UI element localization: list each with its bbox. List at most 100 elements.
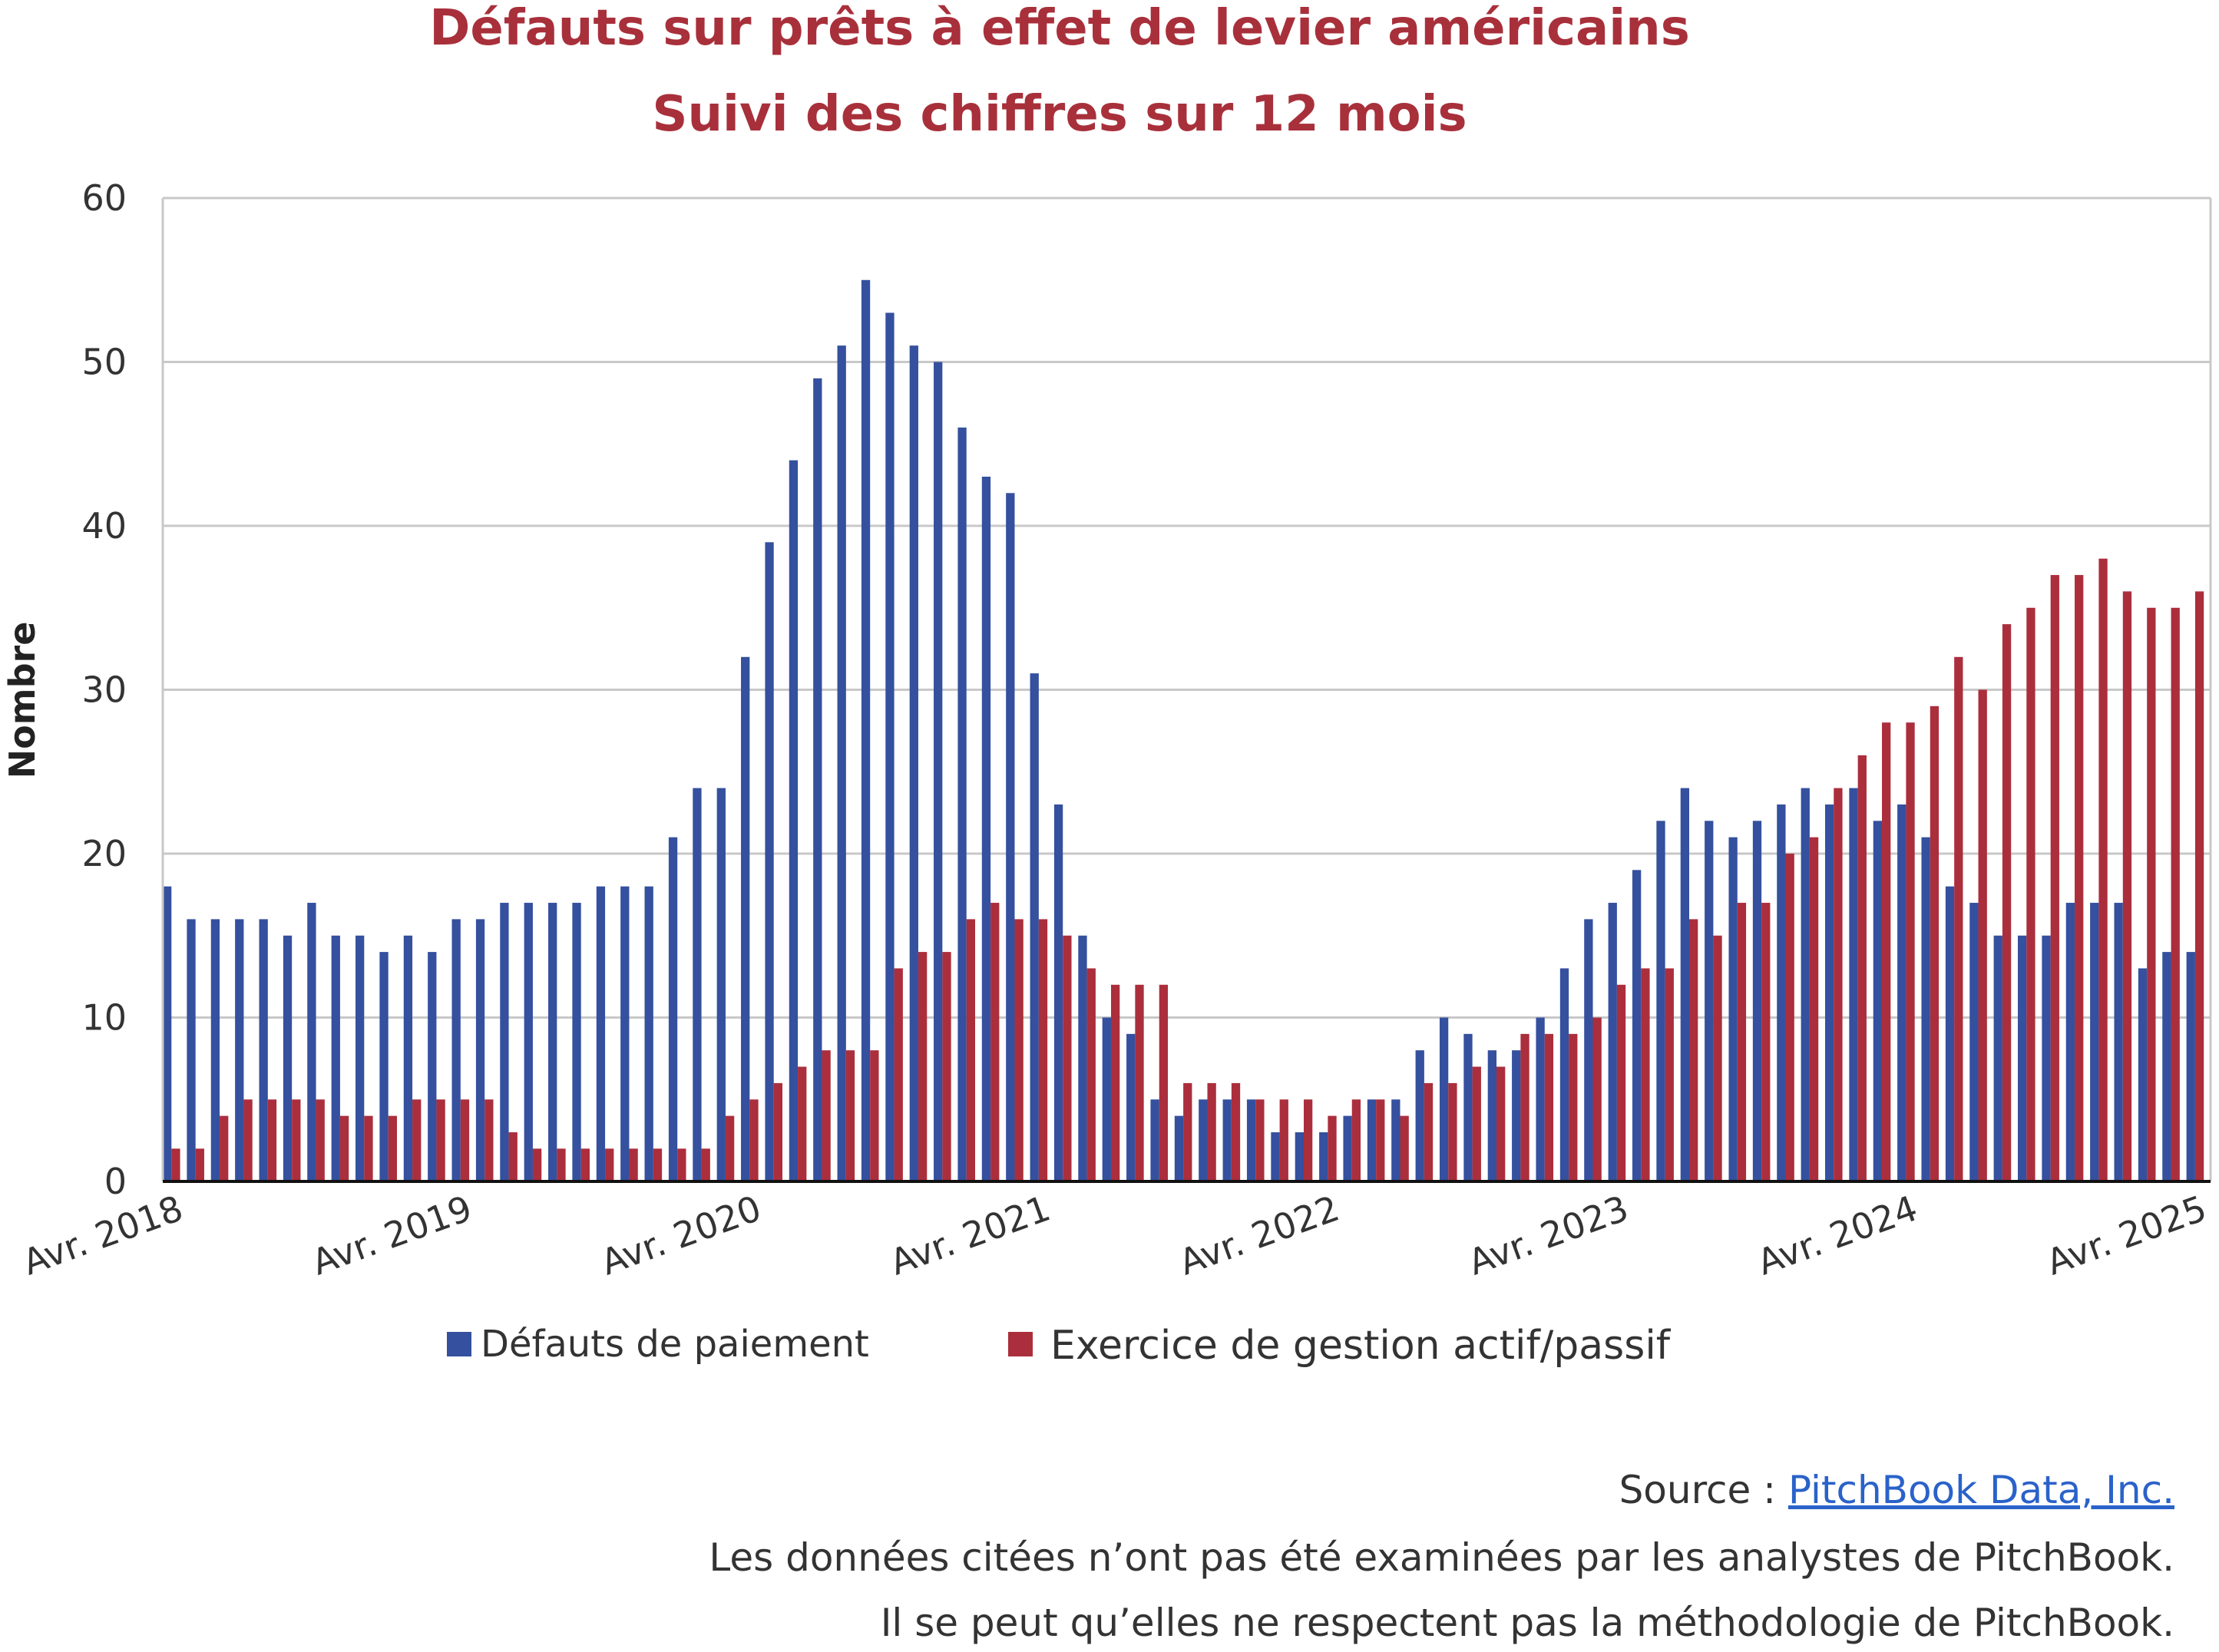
bar-defaults bbox=[837, 345, 846, 1181]
bar-lme bbox=[1255, 1099, 1265, 1181]
bar-lme bbox=[990, 903, 1000, 1181]
bar-defaults bbox=[1078, 935, 1087, 1181]
bar-defaults bbox=[1824, 804, 1834, 1181]
x-tick-label: Avr. 2023 bbox=[1463, 1188, 1633, 1284]
bar-defaults bbox=[1343, 1115, 1352, 1181]
bar-defaults bbox=[1728, 837, 1738, 1181]
bar-defaults bbox=[2114, 903, 2123, 1181]
bar-defaults bbox=[1174, 1115, 1184, 1181]
bar-defaults bbox=[934, 362, 943, 1181]
bar-defaults bbox=[885, 312, 895, 1182]
bar-defaults bbox=[572, 903, 581, 1181]
bar-lme bbox=[1110, 984, 1120, 1181]
x-tick-label: Avr. 2021 bbox=[885, 1188, 1055, 1284]
chart-title: Défauts sur prêts à effet de levier amér… bbox=[429, 0, 1690, 57]
bar-defaults bbox=[1945, 886, 1955, 1181]
bar-lme bbox=[1857, 755, 1867, 1181]
y-axis-label: Nombre bbox=[2, 622, 43, 779]
bar-defaults bbox=[2090, 903, 2099, 1181]
bar-defaults bbox=[259, 919, 268, 1181]
bar-defaults bbox=[283, 935, 293, 1181]
bar-lme bbox=[1328, 1115, 1337, 1181]
bar-lme bbox=[1713, 935, 1722, 1181]
bar-defaults bbox=[693, 788, 702, 1181]
bar-defaults bbox=[524, 903, 533, 1181]
bar-defaults bbox=[1801, 788, 1810, 1181]
bar-lme bbox=[629, 1148, 638, 1181]
bar-defaults bbox=[1559, 968, 1569, 1181]
bar-lme bbox=[1737, 903, 1747, 1181]
bar-defaults bbox=[1439, 1017, 1449, 1181]
bar-defaults bbox=[2042, 935, 2051, 1181]
bar-defaults bbox=[1463, 1033, 1473, 1181]
bar-defaults bbox=[1969, 903, 1979, 1181]
bar-lme bbox=[701, 1148, 710, 1181]
bar-lme bbox=[2171, 607, 2180, 1181]
bar-lme bbox=[1665, 968, 1674, 1181]
bar-defaults bbox=[981, 476, 991, 1181]
bar-defaults bbox=[356, 935, 365, 1181]
bar-defaults bbox=[500, 903, 509, 1181]
bar-defaults bbox=[1102, 1017, 1111, 1181]
bar-lme bbox=[532, 1148, 542, 1181]
bar-defaults bbox=[548, 903, 557, 1181]
bar-lme bbox=[798, 1066, 807, 1181]
bar-defaults bbox=[1777, 804, 1786, 1181]
bar-lme bbox=[1183, 1082, 1192, 1181]
y-tick-label: 30 bbox=[81, 669, 127, 711]
bar-defaults bbox=[403, 935, 413, 1181]
bar-defaults bbox=[1993, 935, 2002, 1181]
bar-lme bbox=[1231, 1082, 1241, 1181]
bar-defaults bbox=[596, 886, 606, 1181]
bar-defaults bbox=[1199, 1099, 1208, 1181]
bar-lme bbox=[1063, 935, 1072, 1181]
bar-defaults bbox=[451, 919, 461, 1181]
bar-lme bbox=[653, 1148, 663, 1181]
source-link[interactable]: PitchBook Data, Inc. bbox=[1787, 1468, 2174, 1512]
bar-lme bbox=[749, 1099, 759, 1181]
bar-lme bbox=[1834, 788, 1843, 1181]
bar-defaults bbox=[1656, 821, 1665, 1181]
bar-defaults bbox=[765, 542, 774, 1181]
x-tick-label: Avr. 2024 bbox=[1752, 1188, 1923, 1284]
bar-lme bbox=[1809, 837, 1819, 1181]
bar-lme bbox=[436, 1099, 445, 1181]
bar-defaults bbox=[235, 919, 244, 1181]
y-tick-label: 20 bbox=[81, 833, 127, 874]
bar-lme bbox=[508, 1132, 518, 1181]
bar-defaults bbox=[331, 935, 340, 1181]
bar-lme bbox=[557, 1148, 566, 1181]
bar-lme bbox=[220, 1115, 229, 1181]
bar-defaults bbox=[1030, 673, 1039, 1181]
bar-defaults bbox=[1319, 1132, 1328, 1181]
bar-defaults bbox=[1222, 1099, 1232, 1181]
bar-lme bbox=[1616, 984, 1626, 1181]
bar-lme bbox=[1785, 854, 1794, 1181]
bar-lme bbox=[1689, 919, 1698, 1181]
y-tick-label: 60 bbox=[81, 177, 127, 219]
bar-lme bbox=[1906, 722, 1915, 1181]
bar-defaults bbox=[1271, 1132, 1280, 1181]
bar-lme bbox=[1159, 984, 1169, 1181]
note-2: Il se peut qu’elles ne respectent pas la… bbox=[880, 1601, 2174, 1645]
bar-lme bbox=[1086, 968, 1096, 1181]
bar-defaults bbox=[741, 656, 750, 1181]
bar-lme bbox=[1496, 1066, 1506, 1181]
bar-lme bbox=[1303, 1099, 1313, 1181]
bar-lme bbox=[1954, 656, 1963, 1181]
y-tick-label: 10 bbox=[81, 997, 127, 1039]
bar-defaults bbox=[428, 952, 437, 1181]
bar-defaults bbox=[1752, 821, 1762, 1181]
bar-lme bbox=[2194, 591, 2204, 1181]
bar-defaults bbox=[2065, 903, 2075, 1181]
bar-lme bbox=[725, 1115, 735, 1181]
bar-lme bbox=[484, 1099, 494, 1181]
bar-lme bbox=[412, 1099, 422, 1181]
bar-lme bbox=[2098, 558, 2108, 1181]
bar-lme bbox=[1351, 1099, 1361, 1181]
bar-defaults bbox=[1006, 493, 1015, 1181]
bar-defaults bbox=[1705, 821, 1714, 1181]
bar-lme bbox=[195, 1148, 204, 1181]
bar-defaults bbox=[1246, 1099, 1256, 1181]
